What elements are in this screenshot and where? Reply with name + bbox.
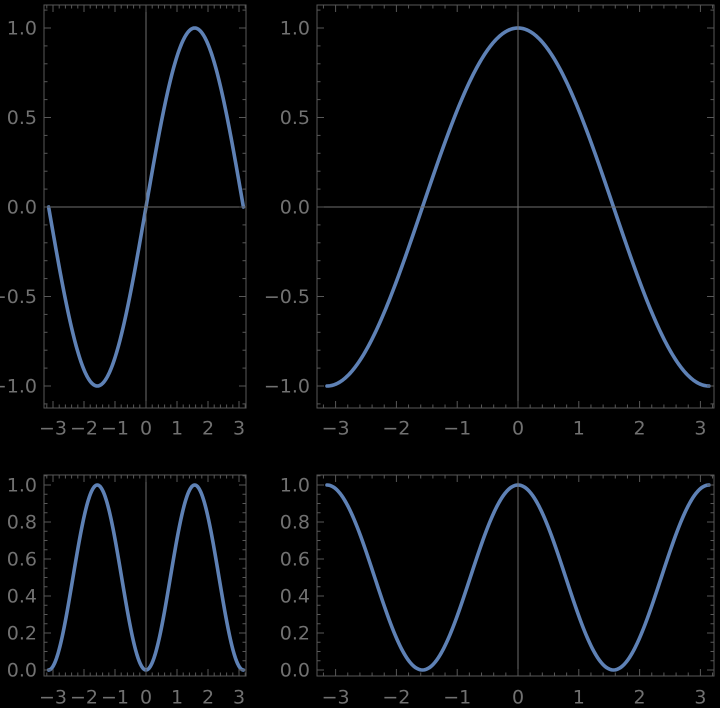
y-tick-label: 0.5	[7, 107, 37, 129]
x-tick-label: −1	[443, 687, 471, 708]
x-tick-label: −2	[382, 418, 410, 440]
y-tick-label: −1.0	[264, 376, 310, 398]
x-tick-label: 1	[573, 418, 585, 440]
x-tick-label: −3	[39, 687, 67, 708]
y-tick-label: 0.0	[7, 660, 37, 682]
plot-frame	[316, 474, 715, 677]
x-tick-label: −3	[322, 687, 350, 708]
x-tick-label: 1	[171, 418, 183, 440]
x-tick-label: −1	[443, 418, 471, 440]
y-tick-label: 0.2	[7, 623, 37, 645]
y-tick-label: 1.0	[280, 475, 310, 497]
x-tick-label: 3	[233, 418, 245, 440]
y-tick-label: −0.5	[264, 286, 310, 308]
y-tick-label: −0.5	[0, 286, 37, 308]
x-tick-label: −2	[70, 418, 98, 440]
x-tick-label: −2	[70, 687, 98, 708]
x-tick-label: −2	[382, 687, 410, 708]
x-tick-label: 2	[202, 418, 214, 440]
x-tick-label: 1	[171, 687, 183, 708]
subplot-cos-squared: −3 −2 −1 0 1 2 3 1.0 0.8 0.6 0.4 0.2 0.0	[280, 474, 715, 708]
x-tick-label: 0	[140, 418, 152, 440]
x-tick-label: 3	[233, 687, 245, 708]
y-tick-label: 0.0	[7, 197, 37, 219]
y-tick-label: 0.4	[7, 586, 37, 608]
x-tick-label: 0	[140, 687, 152, 708]
x-tick-label: 3	[694, 418, 706, 440]
y-tick-label: 0.5	[280, 107, 310, 129]
y-tick-label: 0.6	[7, 549, 37, 571]
x-tick-label: 2	[634, 418, 646, 440]
x-tick-label: 2	[634, 687, 646, 708]
y-tick-label: 1.0	[7, 18, 37, 40]
y-tick-label: 0.4	[280, 586, 310, 608]
y-tick-label: 0.2	[280, 623, 310, 645]
x-tick-label: 2	[202, 687, 214, 708]
y-tick-label: 0.6	[280, 549, 310, 571]
x-tick-label: −3	[322, 418, 350, 440]
x-tick-label: 1	[573, 687, 585, 708]
x-tick-label: 3	[694, 687, 706, 708]
x-tick-label: −1	[101, 687, 129, 708]
y-tick-label: 1.0	[7, 475, 37, 497]
x-tick-label: −1	[101, 418, 129, 440]
y-tick-label: 0.8	[7, 512, 37, 534]
x-tick-label: 0	[512, 418, 524, 440]
y-tick-label: 1.0	[280, 18, 310, 40]
plot-frame	[43, 474, 247, 677]
x-tick-label: 0	[512, 687, 524, 708]
subplot-cos: −3 −2 −1 0 1 2 3 1.0 0.5 0.0 −0.5 −1.0	[264, 4, 715, 440]
y-tick-label: 0.8	[280, 512, 310, 534]
y-tick-label: 0.0	[280, 197, 310, 219]
y-tick-label: −1.0	[0, 376, 37, 398]
x-tick-label: −3	[39, 418, 67, 440]
subplot-sin-squared: −3 −2 −1 0 1 2 3 1.0 0.8 0.6 0.4 0.2 0.0	[7, 474, 247, 708]
y-tick-label: 0.0	[280, 660, 310, 682]
